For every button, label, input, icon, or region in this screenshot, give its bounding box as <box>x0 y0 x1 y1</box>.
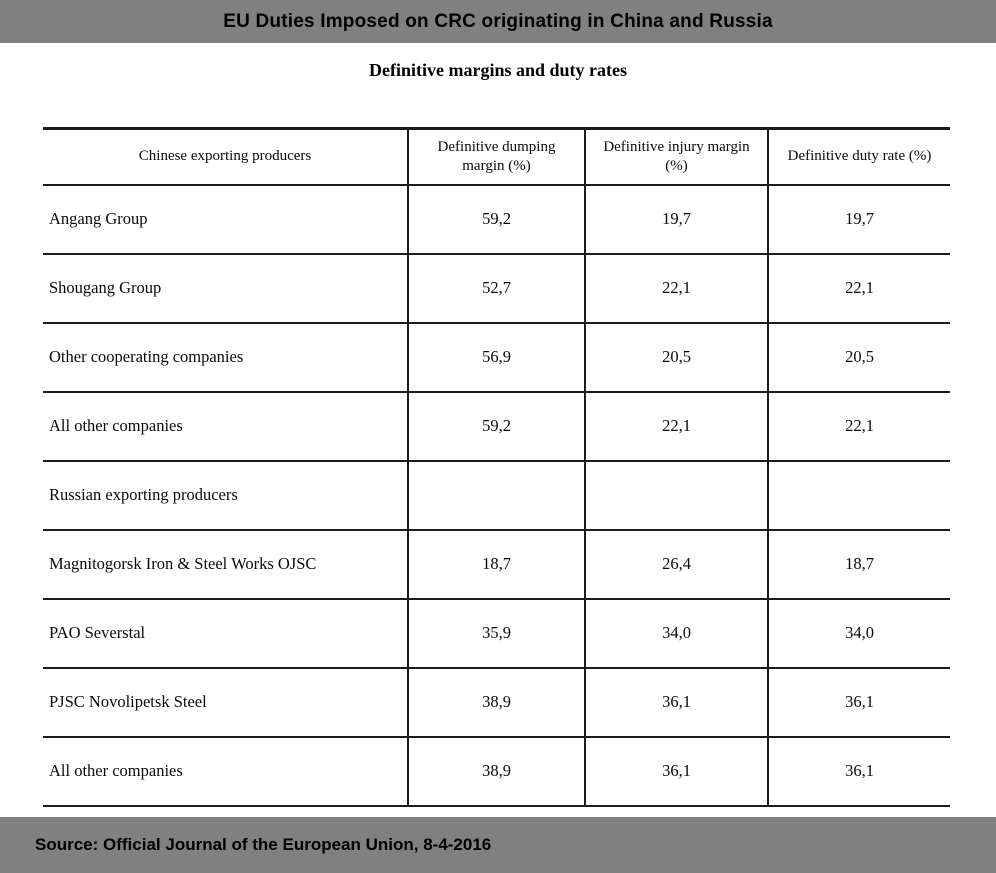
column-header-duty-rate: Definitive duty rate (%) <box>767 128 950 185</box>
duty-rate-cell <box>767 460 950 530</box>
dumping-margin-cell <box>407 460 585 530</box>
dumping-margin-cell: 56,9 <box>407 322 585 392</box>
duty-rate-cell: 22,1 <box>767 253 950 323</box>
producer-cell: Russian exporting producers <box>49 485 238 504</box>
duty-rate-cell: 36,1 <box>767 667 950 737</box>
dumping-margin-cell: 52,7 <box>407 253 585 323</box>
duty-rate-cell: 18,7 <box>767 529 950 599</box>
injury-margin-cell <box>584 460 768 530</box>
producer-cell: Angang Group <box>49 209 148 228</box>
producer-cell: All other companies <box>49 761 183 780</box>
page-title: EU Duties Imposed on CRC originating in … <box>223 10 773 32</box>
table-row: Other cooperating companies 56,9 20,5 20… <box>43 322 950 392</box>
table-row-section-russian: Russian exporting producers <box>43 460 950 530</box>
table-row: All other companies 38,9 36,1 36,1 <box>43 736 950 806</box>
dumping-margin-cell: 59,2 <box>407 184 585 254</box>
table-row: All other companies 59,2 22,1 22,1 <box>43 391 950 461</box>
injury-margin-cell: 19,7 <box>584 184 768 254</box>
injury-margin-cell: 34,0 <box>584 598 768 668</box>
injury-margin-cell: 36,1 <box>584 736 768 806</box>
duty-rate-cell: 22,1 <box>767 391 950 461</box>
table-subtitle: Definitive margins and duty rates <box>369 60 627 80</box>
table-row: Magnitogorsk Iron & Steel Works OJSC 18,… <box>43 529 950 599</box>
duty-rate-cell: 20,5 <box>767 322 950 392</box>
producer-cell: Other cooperating companies <box>49 347 244 366</box>
title-bar: EU Duties Imposed on CRC originating in … <box>0 0 996 43</box>
dumping-margin-cell: 38,9 <box>407 736 585 806</box>
dumping-margin-cell: 38,9 <box>407 667 585 737</box>
producer-cell: PAO Severstal <box>49 623 146 642</box>
column-header-injury-margin: Definitive injury margin (%) <box>584 128 768 185</box>
injury-margin-cell: 20,5 <box>584 322 768 392</box>
producer-cell: Shougang Group <box>49 278 162 297</box>
duty-rates-table: Chinese exporting producers Definitive d… <box>43 127 950 807</box>
table-row: PJSC Novolipetsk Steel 38,9 36,1 36,1 <box>43 667 950 737</box>
dumping-margin-cell: 18,7 <box>407 529 585 599</box>
duty-rate-cell: 19,7 <box>767 184 950 254</box>
injury-margin-cell: 36,1 <box>584 667 768 737</box>
dumping-margin-cell: 35,9 <box>407 598 585 668</box>
producer-cell: PJSC Novolipetsk Steel <box>49 692 207 711</box>
table-row: PAO Severstal 35,9 34,0 34,0 <box>43 598 950 668</box>
dumping-margin-cell: 59,2 <box>407 391 585 461</box>
source-text: Source: Official Journal of the European… <box>35 835 492 854</box>
duty-rate-cell: 34,0 <box>767 598 950 668</box>
table-row: Shougang Group 52,7 22,1 22,1 <box>43 253 950 323</box>
source-bar: Source: Official Journal of the European… <box>0 817 996 873</box>
injury-margin-cell: 22,1 <box>584 253 768 323</box>
column-header-producers: Chinese exporting producers <box>138 148 312 165</box>
injury-margin-cell: 22,1 <box>584 391 768 461</box>
producer-cell: All other companies <box>49 416 183 435</box>
producer-cell: Magnitogorsk Iron & Steel Works OJSC <box>49 554 317 573</box>
table-row: Angang Group 59,2 19,7 19,7 <box>43 184 950 254</box>
injury-margin-cell: 26,4 <box>584 529 768 599</box>
table-header-row: Chinese exporting producers Definitive d… <box>43 128 950 185</box>
column-header-dumping-margin: Definitive dumping margin (%) <box>407 128 585 185</box>
duty-rate-cell: 36,1 <box>767 736 950 806</box>
